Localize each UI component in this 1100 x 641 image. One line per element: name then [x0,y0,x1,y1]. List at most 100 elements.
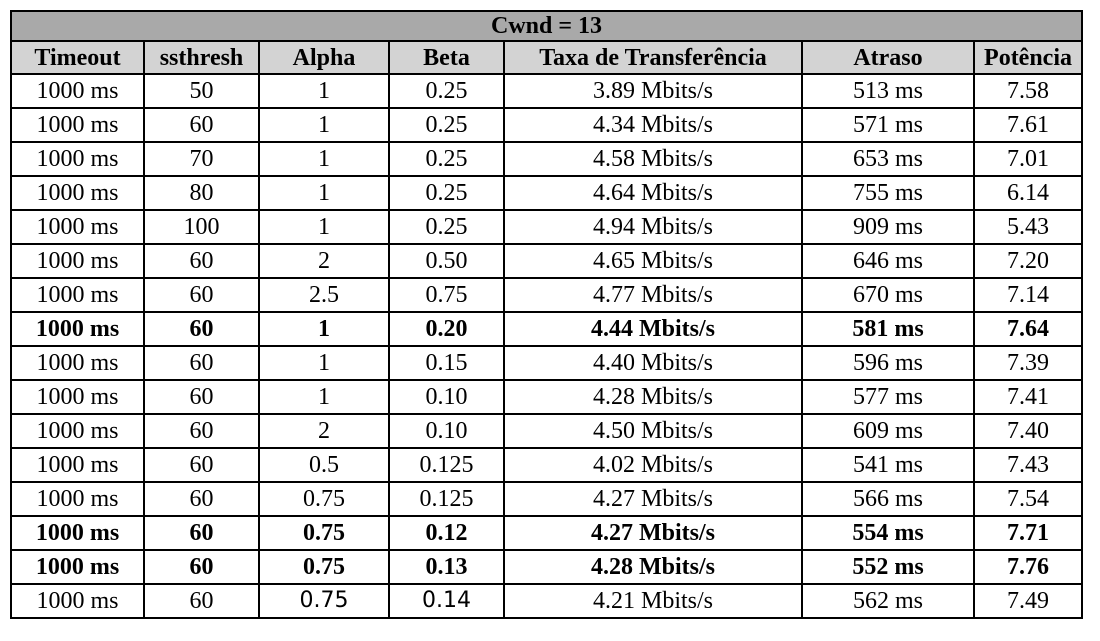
cell-alpha: 1 [258,379,390,415]
cell-atraso: 571 ms [801,107,975,143]
cell-ssthresh: 60 [143,549,260,585]
cell-beta: 0.25 [388,73,505,109]
cell-alpha: 1 [258,73,390,109]
cell-timeout: 1000 ms [10,379,145,415]
cell-beta: 0.125 [388,481,505,517]
cell-atraso: 670 ms [801,277,975,313]
cell-alpha: 0.5 [258,447,390,483]
cell-ssthresh: 100 [143,209,260,245]
cell-alpha: 1 [258,175,390,211]
cell-beta: 0.25 [388,175,505,211]
cell-ssthresh: 60 [143,345,260,381]
cell-beta: 0.14 [388,583,505,619]
cell-atraso: 646 ms [801,243,975,279]
cell-alpha: 1 [258,311,390,347]
table-title-row: Cwnd = 13 [9,10,1084,42]
cell-beta: 0.125 [388,447,505,483]
cell-beta: 0.20 [388,311,505,347]
cell-atraso: 552 ms [801,549,975,585]
table-header-row: Timeout ssthresh Alpha Beta Taxa de Tran… [10,40,1084,75]
cell-taxa: 4.58 Mbits/s [503,141,803,177]
cell-alpha: 0.75 [258,515,390,551]
cell-alpha: 2.5 [258,277,390,313]
cell-beta: 0.10 [388,379,505,415]
cell-taxa: 4.44 Mbits/s [503,311,803,347]
table-row: 1000 ms 60 1 0.25 4.34 Mbits/s 571 ms 7.61 [10,107,1084,143]
cell-beta: 0.25 [388,209,505,245]
cell-timeout: 1000 ms [10,277,145,313]
header-ssthresh: ssthresh [143,40,260,75]
header-beta: Beta [388,40,505,75]
cell-alpha: 0.75 [258,481,390,517]
cell-taxa: 4.65 Mbits/s [503,243,803,279]
cell-timeout: 1000 ms [10,413,145,449]
table-row: 1000 ms 60 1 0.20 4.44 Mbits/s 581 ms 7.64 [10,311,1084,347]
table-row: 1000 ms 100 1 0.25 4.94 Mbits/s 909 ms 5.43 [10,209,1084,245]
cell-potencia: 7.49 [972,583,1084,619]
table-row: 1000 ms 60 2 0.10 4.50 Mbits/s 609 ms 7.40 [10,413,1084,449]
cell-timeout: 1000 ms [10,107,145,143]
cell-beta: 0.50 [388,243,505,279]
cell-beta: 0.12 [388,515,505,551]
cell-taxa: 4.34 Mbits/s [503,107,803,143]
table-row: 1000 ms 60 0.5 0.125 4.02 Mbits/s 541 ms 7.43 [10,447,1084,483]
cell-potencia: 7.58 [972,73,1084,109]
table-row: 1000 ms 60 0.75 0.13 4.28 Mbits/s 552 ms 7.76 [10,549,1084,585]
cell-ssthresh: 60 [143,583,260,619]
cell-ssthresh: 60 [143,311,260,347]
cell-taxa: 4.40 Mbits/s [503,345,803,381]
cell-ssthresh: 60 [143,481,260,517]
cell-ssthresh: 60 [143,515,260,551]
cell-timeout: 1000 ms [10,175,145,211]
cell-beta: 0.25 [388,141,505,177]
cell-potencia: 7.39 [972,345,1084,381]
results-table: Cwnd = 13 Timeout ssthresh Alpha Beta Ta… [9,10,1084,619]
cell-taxa: 4.21 Mbits/s [503,583,803,619]
cell-atraso: 581 ms [801,311,975,347]
cell-atraso: 653 ms [801,141,975,177]
cell-beta: 0.25 [388,107,505,143]
cell-beta: 0.75 [388,277,505,313]
cell-potencia: 7.40 [972,413,1084,449]
cell-ssthresh: 60 [143,413,260,449]
cell-ssthresh: 80 [143,175,260,211]
header-potencia: Potência [972,40,1084,75]
cell-timeout: 1000 ms [10,243,145,279]
cell-ssthresh: 60 [143,243,260,279]
cell-potencia: 7.14 [972,277,1084,313]
cell-timeout: 1000 ms [10,583,145,619]
cell-potencia: 7.43 [972,447,1084,483]
cell-timeout: 1000 ms [10,549,145,585]
cell-alpha: 1 [258,209,390,245]
table-title: Cwnd = 13 [9,10,1084,42]
cell-atraso: 554 ms [801,515,975,551]
cell-ssthresh: 60 [143,277,260,313]
cell-potencia: 5.43 [972,209,1084,245]
cell-alpha: 1 [258,107,390,143]
cell-beta: 0.13 [388,549,505,585]
cell-taxa: 4.27 Mbits/s [503,515,803,551]
cell-atraso: 541 ms [801,447,975,483]
cell-atraso: 609 ms [801,413,975,449]
cell-alpha: 0.75 [258,583,390,619]
cell-potencia: 7.64 [972,311,1084,347]
cell-potencia: 7.01 [972,141,1084,177]
cell-ssthresh: 60 [143,379,260,415]
cell-timeout: 1000 ms [10,209,145,245]
cell-timeout: 1000 ms [10,311,145,347]
cell-ssthresh: 50 [143,73,260,109]
cell-timeout: 1000 ms [10,73,145,109]
table-row: 1000 ms 50 1 0.25 3.89 Mbits/s 513 ms 7.58 [10,73,1084,109]
header-timeout: Timeout [10,40,145,75]
header-atraso: Atraso [801,40,975,75]
cell-atraso: 755 ms [801,175,975,211]
cell-potencia: 7.41 [972,379,1084,415]
table-row: 1000 ms 60 0.75 0.14 4.21 Mbits/s 562 ms 7.49 [10,583,1084,619]
cell-atraso: 562 ms [801,583,975,619]
cell-ssthresh: 60 [143,107,260,143]
header-alpha: Alpha [258,40,390,75]
cell-timeout: 1000 ms [10,481,145,517]
cell-alpha: 1 [258,345,390,381]
table-row: 1000 ms 60 2.5 0.75 4.77 Mbits/s 670 ms 7.14 [10,277,1084,313]
cell-atraso: 577 ms [801,379,975,415]
